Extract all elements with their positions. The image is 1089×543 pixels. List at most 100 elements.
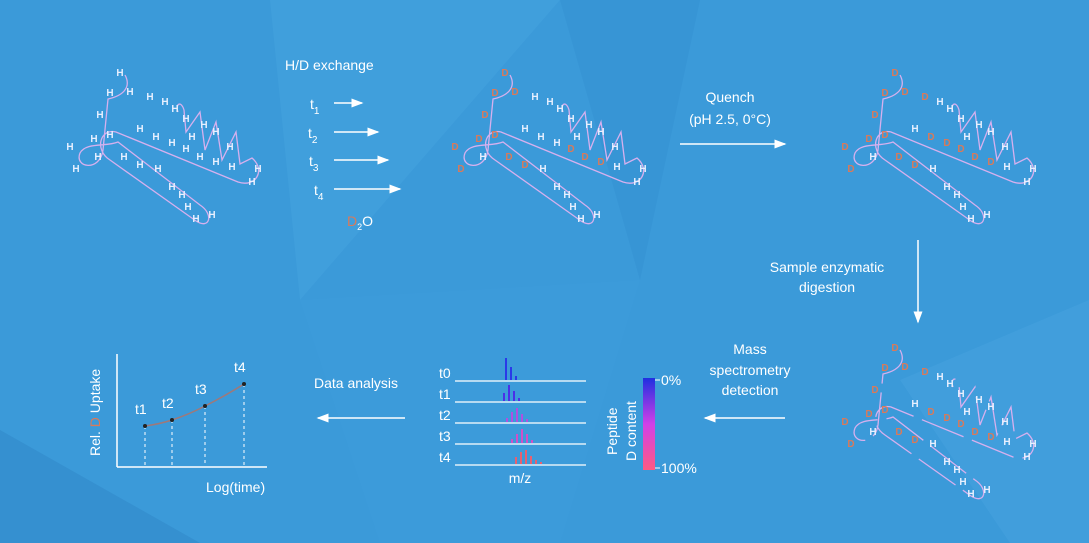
hydrogen-atom: H (936, 372, 943, 383)
hydrogen-atom: H (152, 132, 159, 143)
hydrogen-atom: H (556, 104, 563, 115)
ms-label-2: spectrometry (710, 362, 791, 378)
spectrum-time-label: t2 (439, 407, 451, 423)
hydrogen-atom: H (106, 130, 113, 141)
hydrogen-atom: H (953, 190, 960, 201)
hydrogen-atom: H (146, 92, 153, 103)
hydrogen-atom: H (573, 132, 580, 143)
mz-axis-label: m/z (509, 470, 532, 486)
hydrogen-atom: H (161, 97, 168, 108)
uptake-point (203, 404, 207, 408)
hydrogen-atom: H (975, 120, 982, 131)
deuterium-atom: D (841, 417, 848, 428)
hydrogen-atom: H (94, 152, 101, 163)
hydrogen-atom: H (569, 202, 576, 213)
hydrogen-atom: H (959, 477, 966, 488)
deuterium-atom: D (481, 110, 488, 121)
deuterium-atom: D (895, 152, 902, 163)
hydrogen-atom: H (593, 210, 600, 221)
hydrogen-atom: H (936, 97, 943, 108)
hydrogen-atom: H (946, 379, 953, 390)
deuterium-atom: D (865, 409, 872, 420)
deuterium-atom: D (891, 343, 898, 354)
deuterium-atom: D (505, 152, 512, 163)
hydrogen-atom: H (975, 395, 982, 406)
hydrogen-atom: H (537, 132, 544, 143)
d2o-label: D2O (347, 213, 373, 232)
hydrogen-atom: H (96, 110, 103, 121)
hydrogen-atom: H (613, 162, 620, 173)
hydrogen-atom: H (563, 190, 570, 201)
hydrogen-atom: H (116, 68, 123, 79)
digestion-label-1: Sample enzymatic (770, 259, 884, 275)
hydrogen-atom: H (639, 164, 646, 175)
hydrogen-atom: H (178, 190, 185, 201)
hydrogen-atom: H (106, 88, 113, 99)
uptake-curve (144, 383, 245, 427)
ms-label-3: detection (722, 382, 779, 398)
hydrogen-atom: H (943, 182, 950, 193)
hydrogen-atom: H (987, 127, 994, 138)
hydrogen-atom: H (577, 214, 584, 225)
deuterium-atom: D (911, 160, 918, 171)
deuterium-atom: D (921, 367, 928, 378)
colorbar-bottom-label: 100% (661, 460, 697, 476)
hydrogen-atom: H (182, 144, 189, 155)
hydrogen-atom: H (553, 138, 560, 149)
deuterium-atom: D (501, 68, 508, 79)
hydrogen-atom: H (1029, 439, 1036, 450)
deuterium-atom: D (957, 419, 964, 430)
hydrogen-atom: H (957, 114, 964, 125)
uptake-point-label: t1 (135, 401, 147, 417)
hydrogen-atom: H (553, 182, 560, 193)
time-label: t3 (309, 153, 319, 174)
uptake-point (170, 418, 174, 422)
deuterium-atom: D (881, 405, 888, 416)
uptake-point-label: t2 (162, 395, 174, 411)
hydrogen-atom: H (171, 104, 178, 115)
deuterium-atom: D (871, 110, 878, 121)
spectrum-time-label: t3 (439, 428, 451, 444)
hydrogen-atom: H (963, 407, 970, 418)
deuterium-atom: D (871, 385, 878, 396)
hydrogen-atom: H (120, 152, 127, 163)
quench-conditions: (pH 2.5, 0°C) (689, 111, 771, 127)
hydrogen-atom: H (208, 210, 215, 221)
hydrogen-atom: H (929, 164, 936, 175)
hydrogen-atom: H (963, 132, 970, 143)
deuterium-atom: D (865, 134, 872, 145)
hydrogen-atom: H (192, 214, 199, 225)
deuterium-atom: D (521, 160, 528, 171)
deuterium-atom: D (457, 164, 464, 175)
deuterium-atom: D (581, 152, 588, 163)
deuterium-atom: D (847, 164, 854, 175)
hydrogen-atom: H (633, 177, 640, 188)
hd-exchange-title: H/D exchange (285, 57, 374, 73)
spectrum-time-label: t4 (439, 449, 451, 465)
deuterium-atom: D (847, 439, 854, 450)
hydrogen-atom: H (521, 124, 528, 135)
hydrogen-atom: H (1023, 177, 1030, 188)
hydrogen-atom: H (479, 152, 486, 163)
hydrogen-atom: H (1029, 164, 1036, 175)
deuterium-atom: D (927, 132, 934, 143)
spectrum-time-label: t1 (439, 386, 451, 402)
hydrogen-atom: H (957, 389, 964, 400)
time-arrows: t1 t2 t3 t4 (308, 96, 402, 203)
spectrum-time-label: t0 (439, 365, 451, 381)
hydrogen-atom: H (126, 87, 133, 98)
hydrogen-atom: H (248, 177, 255, 188)
digestion-label-2: digestion (799, 279, 855, 295)
time-label: t4 (314, 182, 324, 203)
hydrogen-atom: H (136, 160, 143, 171)
hydrogen-atom: H (539, 164, 546, 175)
hydrogen-atom: H (196, 152, 203, 163)
uptake-point-label: t3 (195, 381, 207, 397)
hydrogen-atom: H (212, 157, 219, 168)
deuterium-atom: D (881, 130, 888, 141)
uptake-plot: Rel. D Uptake Log(time) t1 t2 t3 t4 (87, 354, 267, 495)
